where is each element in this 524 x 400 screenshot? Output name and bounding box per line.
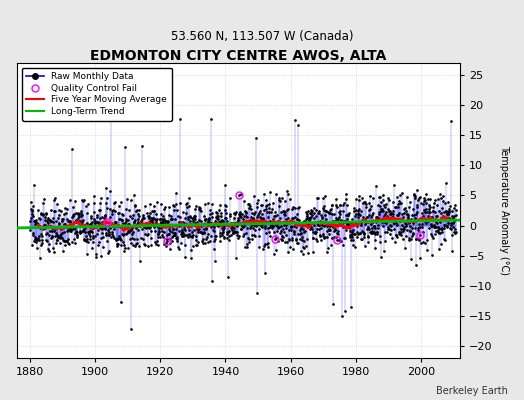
Y-axis label: Temperature Anomaly (°C): Temperature Anomaly (°C) bbox=[499, 146, 509, 276]
Legend: Raw Monthly Data, Quality Control Fail, Five Year Moving Average, Long-Term Tren: Raw Monthly Data, Quality Control Fail, … bbox=[21, 68, 172, 121]
Text: 53.560 N, 113.507 W (Canada): 53.560 N, 113.507 W (Canada) bbox=[171, 30, 353, 43]
Text: Berkeley Earth: Berkeley Earth bbox=[436, 386, 508, 396]
Title: EDMONTON CITY CENTRE AWOS, ALTA: EDMONTON CITY CENTRE AWOS, ALTA bbox=[90, 49, 387, 63]
